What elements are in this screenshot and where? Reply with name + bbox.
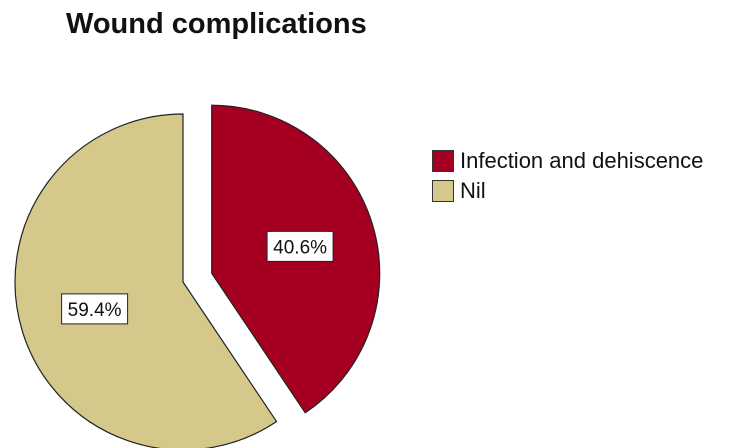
pie-slices bbox=[14, 104, 381, 448]
data-label-box-nil bbox=[61, 293, 129, 325]
legend-swatch-nil bbox=[432, 180, 454, 202]
data-label-text-infection: 40.6% bbox=[273, 237, 327, 258]
pie-slice-nil bbox=[14, 113, 278, 448]
legend-label-infection: Infection and dehiscence bbox=[460, 148, 704, 173]
data-label-text-nil: 59.4% bbox=[68, 300, 122, 321]
data-label-nil: 59.4% bbox=[61, 293, 129, 325]
legend-item-nil: Nil bbox=[432, 176, 703, 206]
legend-swatch-infection bbox=[432, 150, 454, 172]
chart-title: Wound complications bbox=[66, 8, 367, 40]
pie-data-labels: 40.6% 59.4% bbox=[61, 230, 334, 325]
legend-item-infection: Infection and dehiscence bbox=[432, 146, 703, 176]
legend-label-nil: Nil bbox=[460, 178, 486, 203]
legend: Infection and dehiscence Nil bbox=[432, 146, 703, 206]
data-label-infection: 40.6% bbox=[266, 230, 334, 262]
data-label-box-infection bbox=[266, 230, 334, 262]
